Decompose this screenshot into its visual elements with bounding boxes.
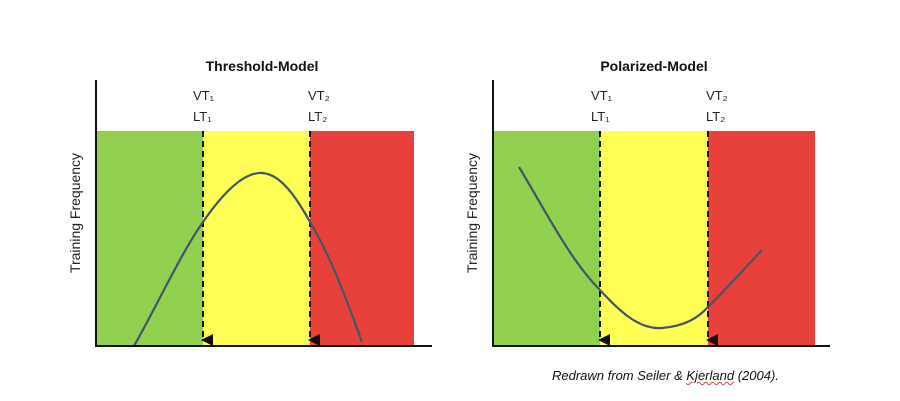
training-distribution-curve (518, 166, 763, 330)
threshold-2-bottom-label: LT₂ (706, 109, 725, 124)
y-axis-label: Training Frequency (464, 153, 480, 273)
threshold-1-top-label: VT₁ (591, 88, 613, 103)
threshold-model-panel: Threshold-Model VT₁ LT₁ VT₂ LT₂ Training… (67, 58, 432, 347)
zone-low (493, 131, 600, 346)
zone-moderate (203, 131, 310, 346)
threshold-1-top-label: VT₁ (193, 88, 215, 103)
panel-title: Polarized-Model (600, 58, 707, 74)
zone-low (96, 131, 203, 346)
caption-prefix: Redrawn from Seiler & (552, 368, 687, 383)
zone-high (310, 131, 414, 346)
threshold-1-bottom-label: LT₁ (591, 109, 610, 124)
caption-author: Kjerland (686, 368, 735, 383)
panel-title: Threshold-Model (206, 58, 319, 74)
threshold-2-bottom-label: LT₂ (308, 109, 327, 124)
source-caption: Redrawn from Seiler & Kjerland (2004). (552, 368, 779, 383)
threshold-2-top-label: VT₂ (706, 88, 728, 103)
threshold-1-bottom-label: LT₁ (193, 109, 212, 124)
y-axis-label: Training Frequency (67, 153, 83, 273)
training-distribution-curve (133, 171, 364, 347)
zone-high (708, 131, 815, 346)
polarized-model-panel: Polarized-Model VT₁ LT₁ VT₂ LT₂ Training… (464, 58, 830, 347)
threshold-2-top-label: VT₂ (308, 88, 330, 103)
zone-moderate (600, 131, 708, 346)
caption-suffix: (2004). (734, 368, 779, 383)
